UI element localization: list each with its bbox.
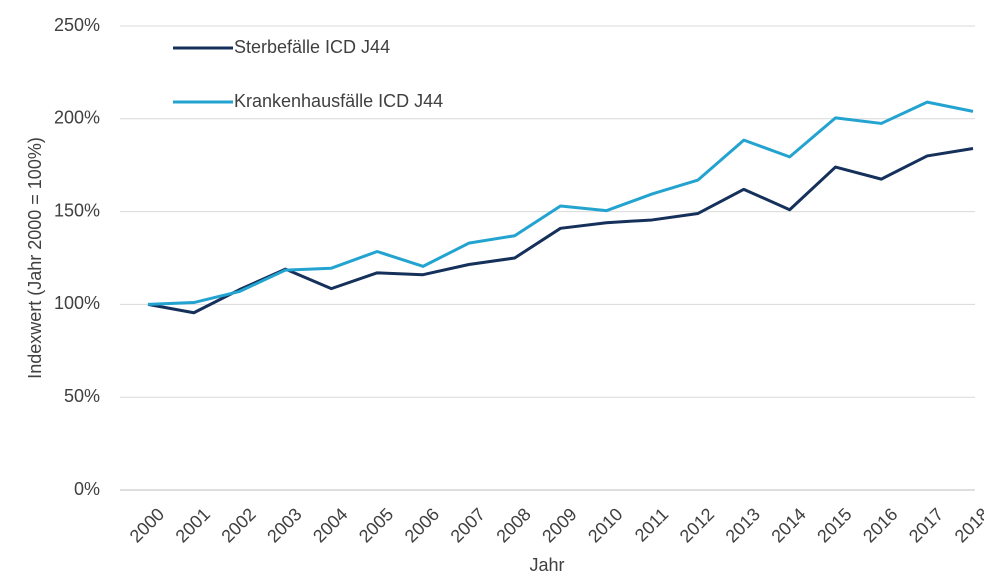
y-tick-label: 50% <box>64 386 100 406</box>
x-tick-label: 2000 <box>126 504 168 546</box>
x-tick-label: 2015 <box>813 504 855 546</box>
x-tick-label: 2012 <box>676 504 718 546</box>
x-tick-label: 2014 <box>767 504 809 546</box>
x-tick-label: 2006 <box>401 504 443 546</box>
line-series <box>147 147 974 315</box>
x-tick-label: 2002 <box>217 504 259 546</box>
y-axis-label: Indexwert (Jahr 2000 = 100%) <box>25 137 45 379</box>
legend-label: Sterbefälle ICD J44 <box>234 37 390 57</box>
x-tick-label: 2003 <box>263 504 305 546</box>
x-tick-label: 2001 <box>172 504 214 546</box>
x-tick-label: 2017 <box>905 504 947 546</box>
x-tick-label: 2009 <box>538 504 580 546</box>
x-axis-label: Jahr <box>529 555 564 575</box>
y-tick-label: 0% <box>74 479 100 499</box>
line-series <box>147 100 974 306</box>
x-tick-label: 2016 <box>859 504 901 546</box>
x-tick-label: 2007 <box>447 504 489 546</box>
x-tick-label: 2010 <box>584 504 626 546</box>
x-tick-label: 2005 <box>355 504 397 546</box>
x-tick-label: 2004 <box>309 504 351 546</box>
x-tick-label: 2013 <box>722 504 764 546</box>
y-tick-label: 250% <box>54 15 100 35</box>
legend-label: Krankenhausfälle ICD J44 <box>234 91 443 111</box>
y-tick-label: 200% <box>54 108 100 128</box>
x-tick-label: 2018 <box>951 504 984 546</box>
x-tick-label: 2011 <box>631 504 673 546</box>
y-tick-label: 150% <box>54 200 100 220</box>
x-tick-label: 2008 <box>492 504 534 546</box>
y-tick-label: 100% <box>54 293 100 313</box>
